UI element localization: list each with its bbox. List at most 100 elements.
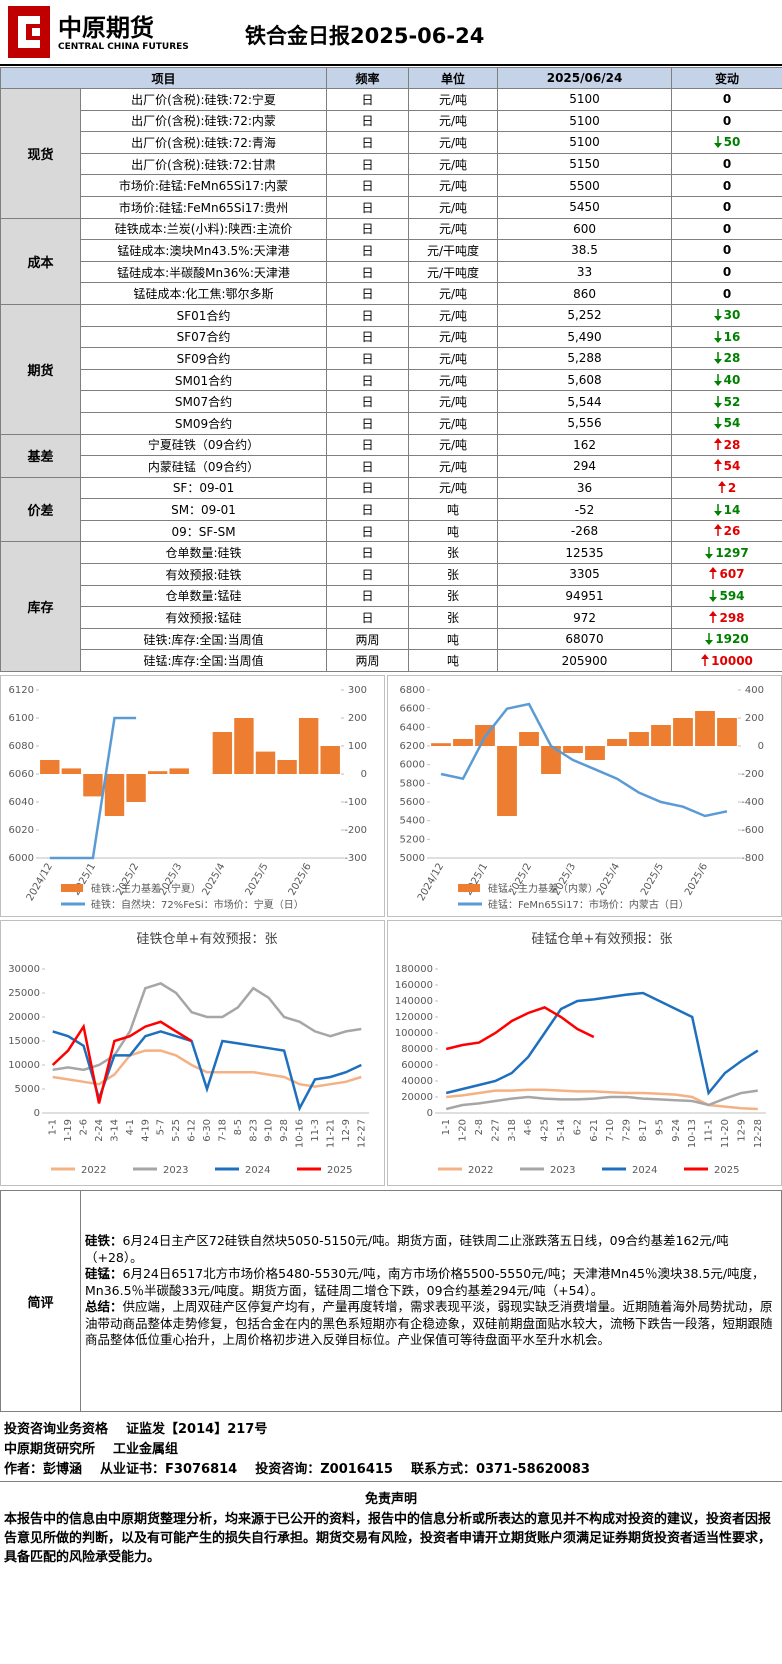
x-tick-label: 3-18 [507, 1119, 518, 1142]
trend-arrow [717, 480, 726, 493]
x-tick-label: 9-24 [671, 1119, 682, 1142]
unit-cell: 元/吨 [408, 88, 499, 111]
y-tick-label: 6200 [400, 741, 425, 752]
bar [212, 732, 233, 774]
change-value: 0 [722, 92, 732, 107]
chart-title: 硅锰仓单+有效预报：张 [532, 932, 673, 947]
bar [651, 725, 671, 746]
table-row: 硅铁:库存:全国:当周值 两周吨 68070 1920 [1, 627, 782, 651]
x-tick-label: 1-20 [458, 1119, 469, 1142]
footer-line: 作者：彭博涵 从业证书：F3076814 投资咨询：Z0016415 联系方式：037… [4, 1458, 608, 1477]
arrow-head [709, 567, 718, 573]
change-cell: 28 [671, 347, 782, 370]
bar [234, 718, 254, 774]
unit-cell: 张 [408, 584, 499, 608]
freq-cell: 日 [326, 368, 410, 392]
x-tick-label: 4-25 [540, 1119, 551, 1142]
header: 中原期货 CENTRAL CHINA FUTURES 铁合金日报2025-06-… [0, 0, 782, 66]
y-tick-label: 6060 [9, 769, 34, 780]
y2-tick-label: -600 [741, 825, 764, 836]
legend-label: 2025 [714, 1165, 739, 1176]
y2-tick-label: -300 [344, 853, 367, 864]
value-cell: 972 [497, 606, 673, 629]
legend-label: 2024 [245, 1165, 270, 1176]
x-tick-label: 9-10 [264, 1119, 275, 1142]
group-cell: 成本 [0, 217, 81, 305]
arrow-head [709, 596, 718, 602]
trend-arrow [701, 653, 710, 666]
y-tick-label: 20000 [8, 1012, 40, 1023]
value-cell: 38.5 [497, 239, 673, 262]
y-tick-label: 160000 [395, 980, 433, 991]
bar [607, 739, 627, 746]
change-cell: 0 [671, 282, 782, 305]
footer-item: 从业证书：F3076814 [100, 1462, 238, 1477]
line [52, 1030, 362, 1112]
freq-cell: 日 [326, 433, 410, 457]
legend-label: 2023 [163, 1165, 188, 1176]
y-tick-label: 5200 [400, 834, 425, 845]
change-cell: 1297 [671, 541, 782, 565]
change-value: 0 [722, 178, 732, 193]
footer-item: 投资咨询业务资格 [4, 1422, 109, 1437]
bar [147, 771, 168, 774]
comment-text: 6月24日主产区72硅铁自然块5050-5150元/吨。期货方面，硅铁周二止涨跌… [85, 1233, 729, 1265]
freq-cell: 日 [326, 563, 410, 586]
x-tick-label: 10-16 [295, 1119, 306, 1148]
bar [83, 774, 103, 797]
y-tick-label: 6120 [9, 685, 34, 696]
freq-cell: 日 [326, 411, 410, 435]
value-cell: 5100 [497, 88, 673, 111]
y-tick-label: 60000 [401, 1060, 433, 1071]
y-tick-label: 6040 [9, 797, 34, 808]
change-value: 2 [727, 480, 737, 495]
freq-cell: 日 [326, 260, 410, 284]
table-row: SM01合约日元/吨 5,608 40 [1, 368, 782, 392]
item-cell: SM09合约 [79, 411, 328, 435]
line [440, 702, 728, 818]
value-cell: 5150 [497, 152, 673, 176]
change-cell: 10000 [671, 649, 782, 673]
table-row: 出厂价(含税):硅铁:72:内蒙日元/吨 5100 0 [1, 109, 782, 133]
value-cell: 33 [497, 260, 673, 284]
x-tick-label: 1-1 [48, 1119, 59, 1135]
change-value: 1920 [715, 632, 749, 647]
item-cell: 出厂价(含税):硅铁:72:宁夏 [79, 88, 328, 111]
item-cell: 锰硅成本:半碳酸Mn36%:天津港 [79, 260, 328, 284]
value-cell: 5,544 [497, 390, 673, 413]
arrow-head [701, 653, 710, 659]
change-cell: 52 [671, 390, 782, 413]
x-tick-label: 6-12 [187, 1119, 198, 1142]
bar [585, 746, 605, 760]
value-cell: -52 [497, 498, 673, 521]
legend-swatch [458, 884, 480, 892]
x-tick-label: 8-5 [233, 1119, 244, 1135]
x-tick-label: 9-28 [279, 1119, 290, 1142]
y-tick-label: 20000 [401, 1092, 433, 1103]
change-cell: 607 [671, 563, 782, 586]
change-cell: 26 [671, 519, 782, 543]
table-row: 锰硅成本:半碳酸Mn36%:天津港日元/干吨度 33 0 [1, 260, 782, 284]
bar [61, 768, 82, 774]
change-cell: 2 [671, 476, 782, 500]
col-header: 项目 [0, 67, 328, 89]
y-tick-label: 6000 [9, 853, 34, 864]
change-value: 54 [723, 416, 741, 431]
value-cell: 5450 [497, 195, 673, 219]
unit-cell: 吨 [408, 649, 499, 673]
line [52, 982, 362, 1072]
arrow-head [713, 337, 722, 343]
bar [126, 774, 146, 802]
y-tick-label: 5600 [400, 797, 425, 808]
y2-tick-label: 0 [758, 741, 764, 752]
legend-label: 2022 [81, 1165, 106, 1176]
y-tick-label: 0 [427, 1108, 433, 1119]
table-row: 有效预报:硅铁日张 3305 607 [1, 563, 782, 586]
value-cell: -268 [497, 519, 673, 543]
item-cell: SF07合约 [79, 325, 328, 349]
y-tick-label: 6100 [9, 713, 34, 724]
legend-label: 硅铁：自然块：72%FeSi：市场价：宁夏（日） [91, 898, 304, 911]
bar [497, 746, 517, 816]
